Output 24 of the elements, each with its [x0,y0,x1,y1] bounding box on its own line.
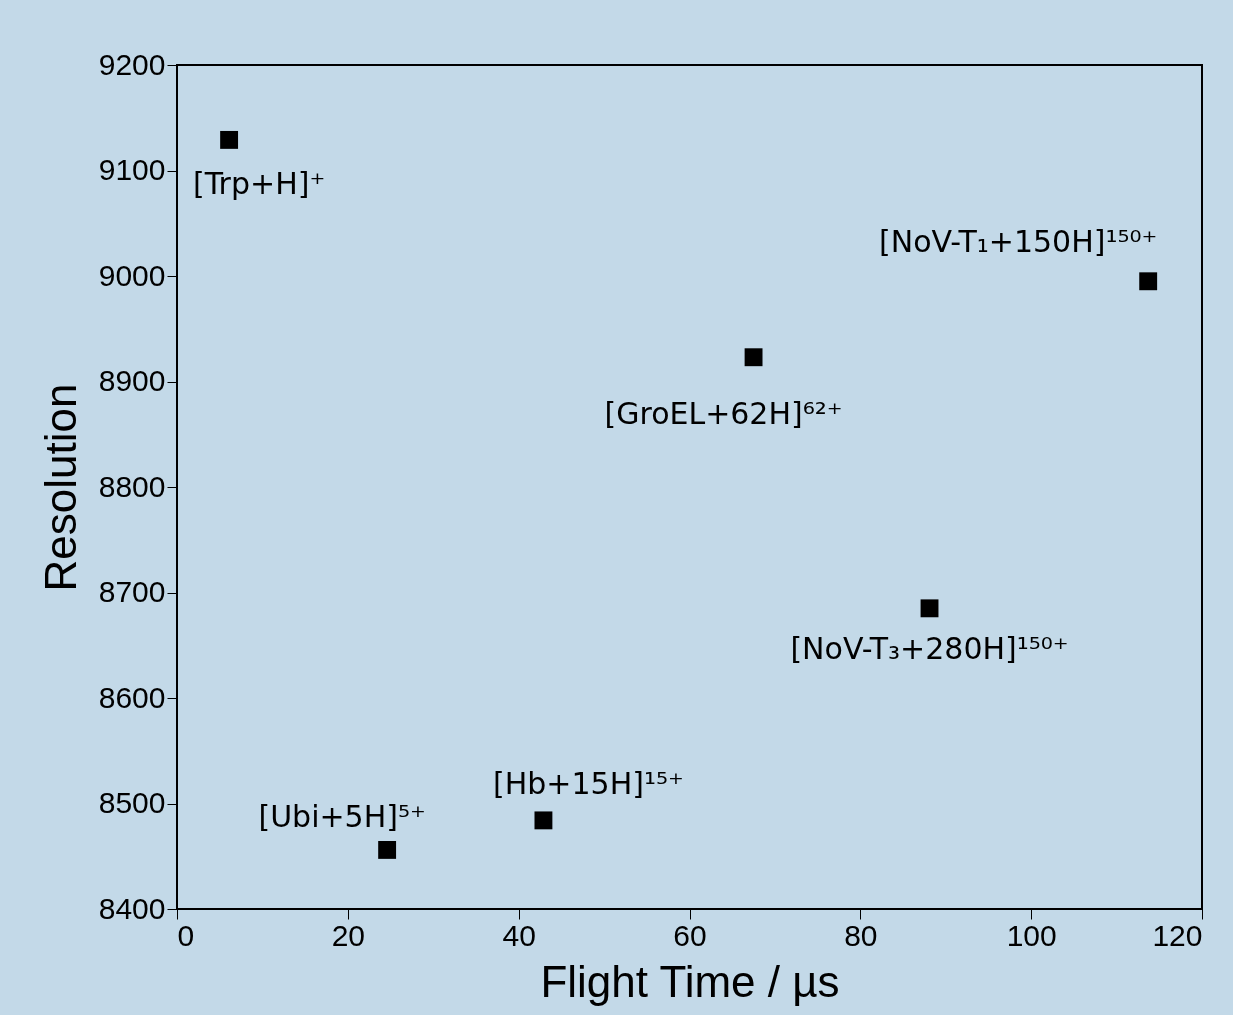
y-tick-label: 8600 [98,680,166,714]
x-tick-label: 60 [673,918,707,952]
y-tick-label: 8400 [98,891,166,925]
x-tick-label: 120 [1152,918,1203,952]
y-tick-label: 8700 [98,575,166,608]
x-tick-label: 20 [331,918,366,952]
y-tick-label: 8900 [98,364,166,397]
x-tick-label: 80 [844,918,878,952]
y-tick-label: 9000 [98,258,166,292]
x-tick-label: 40 [502,918,536,952]
x-axis-title: Flight Time / µs [540,956,840,1006]
y-axis-title: Resolution [35,383,85,592]
annotation: [GroEL+62H]⁶²⁺ [604,396,843,432]
annotation: [Trp+H]⁺ [192,165,326,201]
annotation: [NoV-T₃+280H]¹⁵⁰⁺ [790,631,1069,667]
y-tick-label: 9200 [98,47,166,81]
x-tick-label: 0 [177,918,195,952]
y-tick-label: 8500 [98,786,166,819]
y-tick-label: 8800 [98,469,166,503]
y-tick-label: 9100 [98,153,166,186]
x-tick-label: 100 [1006,918,1057,952]
annotation: [Ubi+5H]⁵⁺ [258,798,426,834]
annotation: [NoV-T₁+150H]¹⁵⁰⁺ [879,224,1158,260]
annotation: [Hb+15H]¹⁵⁺ [493,766,684,802]
